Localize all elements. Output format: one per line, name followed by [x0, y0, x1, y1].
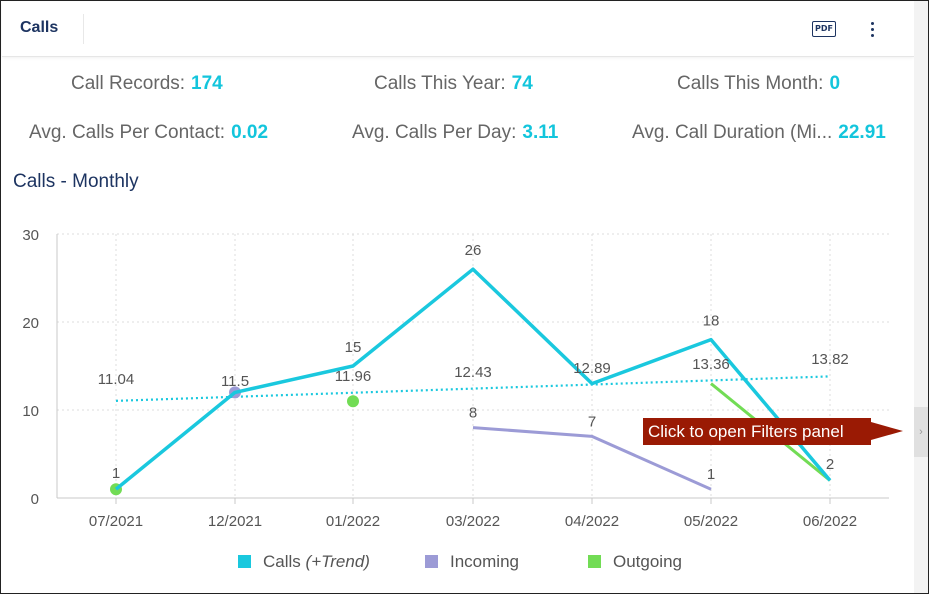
- legend-label: Incoming: [450, 552, 519, 571]
- data-label-calls: 18: [703, 313, 720, 330]
- widget-title: Calls: [20, 19, 59, 36]
- series-point-outgoing: [347, 395, 359, 408]
- stat-avg-calls-per-day: Avg. Calls Per Day: 3.11: [352, 122, 558, 144]
- data-label-calls: 15: [345, 339, 362, 356]
- filters-panel-toggle[interactable]: ›: [914, 407, 928, 457]
- stat-value: 74: [511, 73, 533, 94]
- series-line-incoming: [472, 426, 712, 491]
- filters-callout: Click to open Filters panel: [643, 418, 871, 445]
- y-tick-label: 30: [22, 227, 39, 244]
- stat-label: Calls This Year:: [374, 73, 506, 94]
- x-tick-label: 04/2022: [565, 513, 619, 530]
- stat-value: 0.02: [231, 122, 269, 143]
- stat-value: 22.91: [838, 122, 886, 143]
- stat-calls-this-year: Calls This Year: 74: [374, 73, 533, 95]
- chart-title: Calls - Monthly: [13, 171, 139, 192]
- legend-item-calls[interactable]: Calls (+Trend): [238, 552, 370, 572]
- legend-item-incoming[interactable]: Incoming: [425, 552, 519, 572]
- legend-swatch-calls: [238, 555, 251, 568]
- stat-label: Calls This Month:: [677, 73, 824, 94]
- data-label-trend: 13.36: [692, 356, 730, 373]
- y-tick-label: 20: [22, 315, 39, 332]
- y-tick-label: 0: [31, 491, 39, 508]
- x-tick-label: 03/2022: [446, 513, 500, 530]
- data-label-incoming: 8: [469, 405, 477, 422]
- callout-arrow-icon: [871, 422, 903, 440]
- vertical-scrollbar[interactable]: [914, 1, 928, 593]
- data-label-trend: 12.89: [573, 360, 611, 377]
- x-tick-label: 05/2022: [684, 513, 738, 530]
- legend-swatch-outgoing: [588, 555, 601, 568]
- data-label-trend: 11.04: [98, 371, 134, 388]
- data-label-trend: 11.96: [335, 368, 371, 385]
- stat-avg-calls-per-contact: Avg. Calls Per Contact: 0.02: [29, 122, 268, 144]
- legend-label-suffix: (+Trend): [305, 552, 370, 571]
- chevron-right-icon: ›: [919, 426, 923, 438]
- stat-label: Avg. Calls Per Contact:: [29, 122, 226, 143]
- stat-call-records: Call Records: 174: [71, 73, 223, 95]
- header-divider: [83, 14, 84, 44]
- data-label-incoming: 1: [707, 466, 715, 483]
- more-options-icon[interactable]: [864, 18, 882, 40]
- stat-value: 174: [191, 73, 223, 94]
- data-label-calls: 1: [112, 465, 120, 482]
- y-tick-label: 10: [22, 403, 39, 420]
- data-label-incoming: 7: [588, 413, 596, 430]
- legend-item-outgoing[interactable]: Outgoing: [588, 552, 682, 572]
- stat-avg-call-duration: Avg. Call Duration (Mi... 22.91: [632, 122, 886, 144]
- series-line-calls: [114, 267, 832, 491]
- x-tick-label: 12/2021: [208, 513, 262, 530]
- stat-value: 0: [829, 73, 841, 94]
- stat-label: Call Records:: [71, 73, 186, 94]
- legend-label: Calls: [263, 552, 301, 571]
- data-label-trend: 12.43: [454, 364, 492, 381]
- stat-calls-this-month: Calls This Month: 0: [677, 73, 840, 95]
- x-tick-label: 07/2021: [89, 513, 143, 530]
- pdf-export-icon[interactable]: PDF: [812, 21, 836, 37]
- series-line-trend: [115, 375, 831, 402]
- widget-header: Calls PDF: [2, 2, 914, 57]
- data-label-trend: 11.5: [221, 373, 249, 390]
- stat-label: Avg. Call Duration (Mi...: [632, 122, 833, 143]
- data-label-calls: 2: [826, 456, 834, 473]
- legend-label: Outgoing: [613, 552, 682, 571]
- x-tick-label: 06/2022: [803, 513, 857, 530]
- stat-value: 3.11: [522, 122, 559, 143]
- x-tick-label: 01/2022: [326, 513, 380, 530]
- data-label-trend: 13.82: [811, 351, 849, 368]
- legend-swatch-incoming: [425, 555, 438, 568]
- stat-label: Avg. Calls Per Day:: [352, 122, 517, 143]
- data-label-calls: 26: [465, 242, 482, 259]
